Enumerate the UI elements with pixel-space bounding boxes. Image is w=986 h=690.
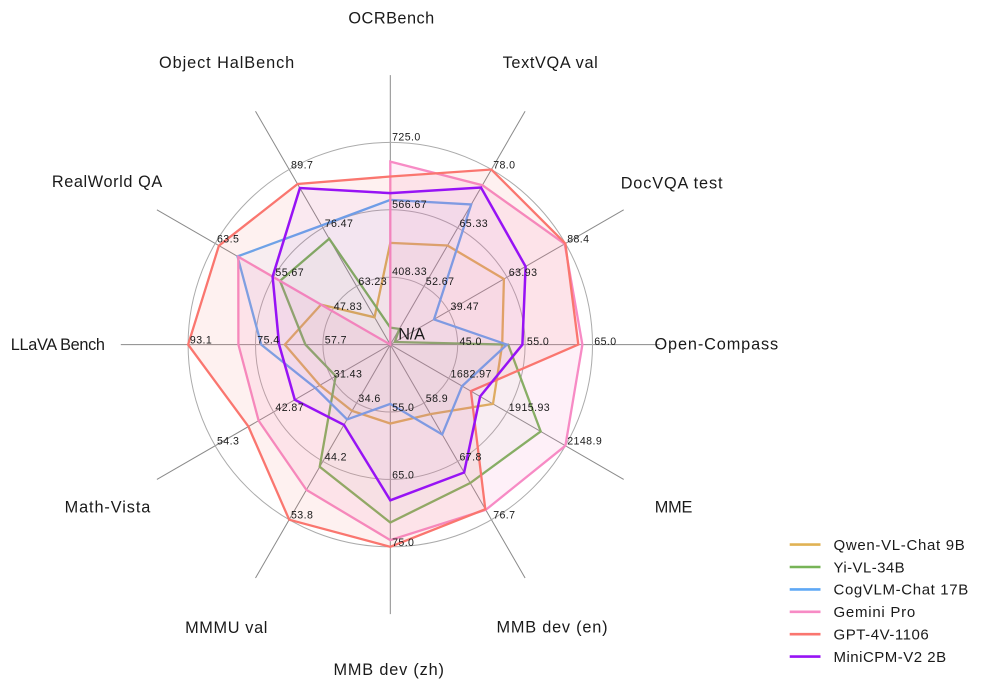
- svg-text:76.47: 76.47: [325, 218, 354, 230]
- svg-text:63.23: 63.23: [358, 276, 387, 288]
- svg-text:52.67: 52.67: [426, 276, 455, 288]
- svg-text:75.4: 75.4: [257, 335, 279, 347]
- svg-text:45.0: 45.0: [460, 336, 482, 348]
- svg-text:63.93: 63.93: [509, 267, 538, 279]
- svg-text:34.6: 34.6: [358, 393, 380, 405]
- svg-text:65.33: 65.33: [460, 218, 489, 230]
- svg-text:TextVQA val: TextVQA val: [503, 54, 599, 72]
- svg-text:CogVLM-Chat 17B: CogVLM-Chat 17B: [834, 582, 969, 599]
- svg-text:GPT-4V-1106: GPT-4V-1106: [834, 627, 930, 644]
- svg-text:Yi-VL-34B: Yi-VL-34B: [834, 559, 906, 576]
- svg-text:DocVQA test: DocVQA test: [621, 175, 724, 193]
- svg-text:89.7: 89.7: [291, 160, 313, 172]
- svg-text:1682.97: 1682.97: [451, 368, 492, 380]
- svg-text:42.87: 42.87: [275, 402, 304, 414]
- svg-text:Math-Vista: Math-Vista: [65, 498, 152, 516]
- svg-text:OCRBench: OCRBench: [348, 10, 434, 28]
- svg-text:MMB dev (en): MMB dev (en): [497, 618, 609, 636]
- svg-text:725.0: 725.0: [392, 131, 421, 143]
- svg-text:67.8: 67.8: [460, 451, 482, 463]
- svg-text:RealWorld QA: RealWorld QA: [52, 173, 163, 191]
- svg-text:93.1: 93.1: [190, 335, 212, 347]
- svg-text:57.7: 57.7: [325, 335, 347, 347]
- svg-text:58.9: 58.9: [426, 393, 448, 405]
- svg-text:55.0: 55.0: [392, 402, 414, 414]
- svg-text:44.2: 44.2: [325, 451, 347, 463]
- svg-text:LLaVA Bench: LLaVA Bench: [11, 336, 105, 354]
- svg-text:55.67: 55.67: [275, 267, 304, 279]
- svg-text:47.83: 47.83: [334, 301, 363, 313]
- svg-text:1915.93: 1915.93: [509, 402, 550, 414]
- svg-text:65.0: 65.0: [594, 336, 616, 348]
- svg-text:31.43: 31.43: [334, 368, 363, 380]
- svg-text:65.0: 65.0: [392, 469, 414, 481]
- svg-text:Qwen-VL-Chat 9B: Qwen-VL-Chat 9B: [834, 537, 966, 554]
- svg-text:MMB dev (zh): MMB dev (zh): [334, 661, 445, 679]
- svg-text:566.67: 566.67: [392, 199, 427, 211]
- svg-text:39.47: 39.47: [451, 301, 480, 313]
- svg-text:63.5: 63.5: [217, 234, 239, 246]
- svg-text:75.0: 75.0: [392, 537, 414, 549]
- svg-text:N/A: N/A: [398, 325, 425, 343]
- svg-text:2148.9: 2148.9: [567, 436, 602, 448]
- svg-text:76.7: 76.7: [493, 510, 515, 522]
- svg-text:53.8: 53.8: [291, 510, 313, 522]
- svg-text:MME: MME: [655, 499, 693, 517]
- svg-text:Gemini Pro: Gemini Pro: [834, 604, 917, 621]
- svg-text:408.33: 408.33: [392, 266, 427, 278]
- svg-text:55.0: 55.0: [527, 336, 549, 348]
- svg-text:MiniCPM-V2 2B: MiniCPM-V2 2B: [834, 649, 947, 666]
- svg-text:Object HalBench: Object HalBench: [159, 54, 295, 72]
- svg-text:MMMU val: MMMU val: [185, 619, 268, 637]
- svg-text:88.4: 88.4: [567, 234, 589, 246]
- svg-text:54.3: 54.3: [217, 436, 239, 448]
- svg-text:Open-Compass: Open-Compass: [655, 336, 780, 354]
- svg-text:78.0: 78.0: [493, 160, 515, 172]
